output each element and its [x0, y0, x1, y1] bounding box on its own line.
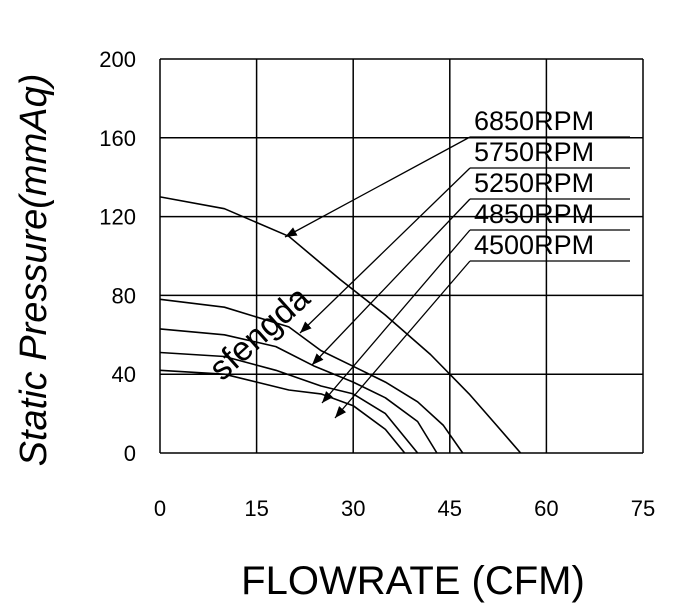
- y-tick-label: 160: [99, 126, 136, 151]
- legend-label: 6850RPM: [474, 106, 594, 136]
- y-axis-label: Static Pressure(mmAq): [13, 74, 55, 467]
- legend-arrow: [334, 260, 471, 419]
- x-tick-label: 60: [534, 496, 558, 521]
- legend-arrow: [299, 167, 471, 334]
- legend-arrow: [311, 198, 471, 366]
- y-tick-label: 80: [112, 283, 136, 308]
- y-tick-label: 0: [124, 441, 136, 466]
- y-tick-label: 40: [112, 362, 136, 387]
- legend-label: 4500RPM: [474, 230, 594, 260]
- legend-arrow: [284, 136, 471, 238]
- curve: [159, 328, 438, 454]
- curve: [159, 369, 406, 454]
- legend-arrow: [321, 229, 471, 404]
- curve: [159, 351, 419, 454]
- x-axis-label: FLOWRATE (CFM): [241, 559, 585, 603]
- legend-label: 4850RPM: [474, 199, 594, 229]
- x-tick-label: 30: [341, 496, 365, 521]
- x-tick-label: 0: [154, 496, 166, 521]
- x-tick-label: 75: [631, 496, 655, 521]
- y-tick-label: 120: [99, 205, 136, 230]
- y-tick-label: 200: [99, 47, 136, 72]
- legend-label: 5750RPM: [474, 137, 594, 167]
- x-tick-label: 15: [244, 496, 268, 521]
- curve: [159, 196, 522, 454]
- x-tick-label: 45: [438, 496, 462, 521]
- legend-label: 5250RPM: [474, 168, 594, 198]
